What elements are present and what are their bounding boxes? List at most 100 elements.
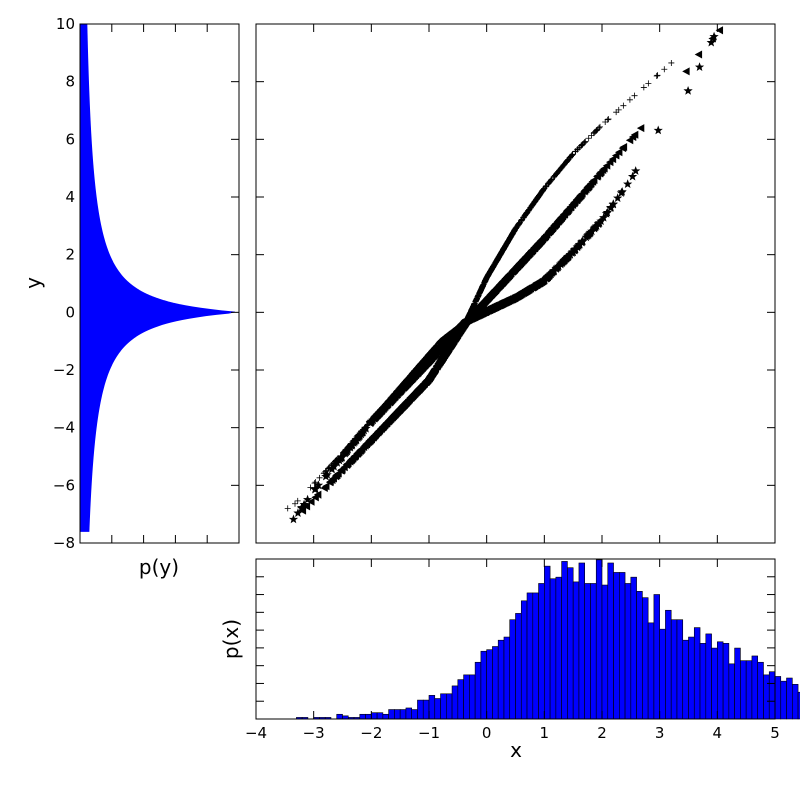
scatter-point <box>577 236 588 246</box>
scatter-point <box>437 342 447 352</box>
scatter-point <box>605 116 612 123</box>
scatter-point <box>532 197 539 204</box>
histogram-bar <box>526 592 534 720</box>
histogram-bar <box>740 660 747 720</box>
histogram-bar <box>463 674 470 720</box>
scatter-point <box>601 208 612 218</box>
scatter-point <box>503 240 510 247</box>
histogram-bar <box>797 691 800 720</box>
histogram-bar <box>440 693 447 720</box>
scatter-point <box>504 239 511 246</box>
scatter-point <box>618 144 627 153</box>
scatter-point <box>608 155 617 164</box>
scatter-point <box>583 183 591 192</box>
histogram-bar <box>653 594 660 720</box>
histogram-bar <box>567 567 574 720</box>
histogram-bar <box>757 661 764 720</box>
scatter-point <box>521 286 531 296</box>
scatter-point <box>313 480 324 490</box>
histogram-bar <box>336 713 343 720</box>
x-tick-label: 3 <box>655 724 665 742</box>
histogram-bar <box>676 619 684 720</box>
scatter-point <box>547 178 554 185</box>
scatter-point <box>591 129 598 136</box>
y-tick-label: −2 <box>53 361 75 379</box>
scatter-point <box>616 188 626 197</box>
x-tick-label: 4 <box>713 724 723 742</box>
histogram-bar <box>618 572 626 720</box>
scatter-point <box>310 484 320 494</box>
scatter-point <box>636 124 645 133</box>
histogram-bar <box>590 583 597 720</box>
scatter-point <box>530 281 540 290</box>
histogram-bar <box>607 562 614 720</box>
scatter-point <box>715 26 724 35</box>
scatter-point <box>510 265 518 274</box>
scatter-point <box>536 192 543 199</box>
scatter-point <box>361 423 371 433</box>
scatter-point <box>585 135 592 142</box>
scatter-point <box>563 159 570 166</box>
scatter-point <box>316 474 323 481</box>
scatter-point <box>579 141 586 148</box>
scatter-point <box>507 294 518 304</box>
scatter-point <box>321 471 331 481</box>
scatter-panel: −8 −6 −4 −2 0 2 4 6 8 10 y <box>21 15 776 552</box>
scatter-point <box>445 333 455 343</box>
scatter-point <box>329 461 339 471</box>
histogram-bar <box>745 660 753 720</box>
scatter-point <box>498 248 505 255</box>
histogram-bar <box>647 622 655 720</box>
histogram-bar <box>624 583 632 720</box>
marginal-x-xlabel: x <box>510 738 522 762</box>
scatter-point <box>431 364 439 373</box>
scatter-point <box>668 59 675 66</box>
scatter-point <box>645 80 652 87</box>
scatter-point <box>661 66 668 73</box>
scatter-point <box>356 446 364 455</box>
scatter-point <box>654 72 661 79</box>
scatter-point <box>345 442 356 451</box>
scatter-point <box>402 379 413 388</box>
scatter-point <box>542 230 551 239</box>
scatter-point <box>563 206 571 215</box>
scatter-point <box>374 408 384 418</box>
histogram-bar <box>371 712 378 720</box>
scatter-point <box>510 229 517 236</box>
scatter-point <box>479 282 486 289</box>
scatter-point <box>572 148 579 155</box>
scatter-point <box>569 245 579 255</box>
scatter-point <box>563 251 574 261</box>
scatter-point <box>548 266 559 276</box>
histogram-bar <box>509 619 516 720</box>
histogram-bar <box>636 591 643 720</box>
histogram-bar <box>532 592 539 720</box>
histogram-bar <box>630 576 637 720</box>
scatter-point <box>627 171 638 181</box>
scatter-point <box>560 162 567 169</box>
scatter-point <box>580 140 587 147</box>
scatter-point <box>498 250 505 257</box>
histogram-bar <box>399 709 407 720</box>
scatter-point <box>382 419 390 428</box>
x-tick-label: 5 <box>770 724 780 742</box>
scatter-point <box>342 446 352 455</box>
scatter-point <box>599 212 609 222</box>
x-tick-label: −1 <box>418 724 440 742</box>
scatter-point <box>337 452 347 461</box>
scatter-point <box>338 465 346 474</box>
scatter-point <box>592 221 602 230</box>
scatter-point <box>479 283 486 290</box>
scatter-point <box>380 402 390 412</box>
histogram-bar <box>642 597 649 720</box>
y-tick-label: 6 <box>65 130 75 148</box>
histogram-bar <box>520 600 528 720</box>
scatter-point <box>307 497 315 506</box>
scatter-point <box>620 102 627 109</box>
y-tick-label: 2 <box>65 246 75 264</box>
x-tick-labels: −4 −3 −2 −1 0 1 2 3 4 5 <box>245 724 780 742</box>
scatter-point <box>590 130 597 137</box>
scatter-point <box>653 72 660 79</box>
scatter-point <box>586 227 596 237</box>
scatter-point <box>566 202 575 211</box>
